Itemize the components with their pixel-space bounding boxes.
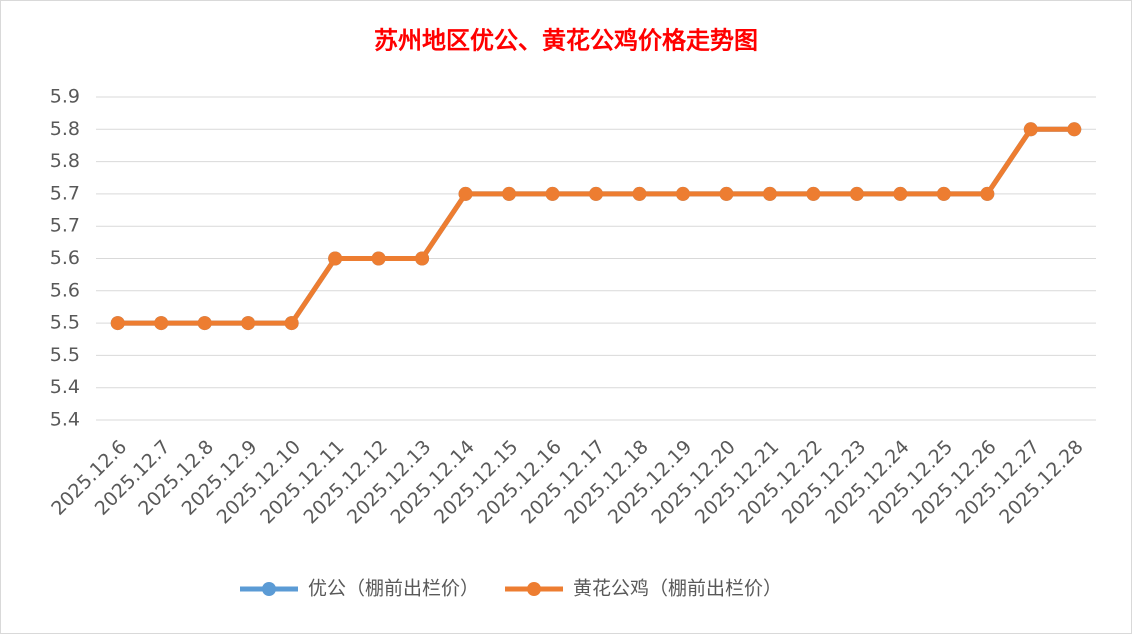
point: [936, 186, 951, 201]
point: [154, 316, 169, 331]
y-tick-label: 5.9: [50, 86, 80, 108]
point: [893, 186, 908, 201]
point: [980, 186, 995, 201]
point: [675, 186, 690, 201]
point: [371, 251, 386, 266]
y-tick-label: 5.6: [50, 247, 80, 269]
y-tick-label: 5.6: [50, 279, 80, 301]
y-tick-label: 5.5: [50, 344, 80, 366]
point: [719, 186, 734, 201]
y-tick-label: 5.8: [50, 118, 80, 140]
legend-marker: [527, 582, 542, 596]
legend-label: 优公（棚前出栏价）: [308, 578, 479, 600]
point: [197, 316, 212, 331]
y-tick-label: 5.4: [50, 376, 80, 398]
y-tick-label: 5.7: [50, 182, 80, 204]
point: [502, 186, 517, 201]
y-tick-label: 5.8: [50, 150, 80, 172]
point: [849, 186, 864, 201]
point: [415, 251, 430, 266]
point: [241, 316, 256, 331]
point: [1067, 122, 1082, 137]
point: [284, 316, 299, 331]
legend-label: 黄花公鸡（棚前出栏价）: [573, 578, 782, 600]
point: [328, 251, 343, 266]
y-tick-label: 5.4: [50, 409, 80, 431]
chart-title: 苏州地区优公、黄花公鸡价格走势图: [374, 26, 758, 55]
point: [762, 186, 777, 201]
point: [589, 186, 603, 201]
y-tick-label: 5.5: [50, 312, 80, 334]
legend-marker: [262, 582, 276, 596]
point: [1023, 122, 1038, 137]
point: [458, 186, 473, 201]
point: [110, 316, 125, 331]
point: [632, 186, 647, 201]
y-tick-label: 5.7: [50, 215, 80, 237]
point: [806, 186, 821, 201]
point: [545, 186, 560, 201]
